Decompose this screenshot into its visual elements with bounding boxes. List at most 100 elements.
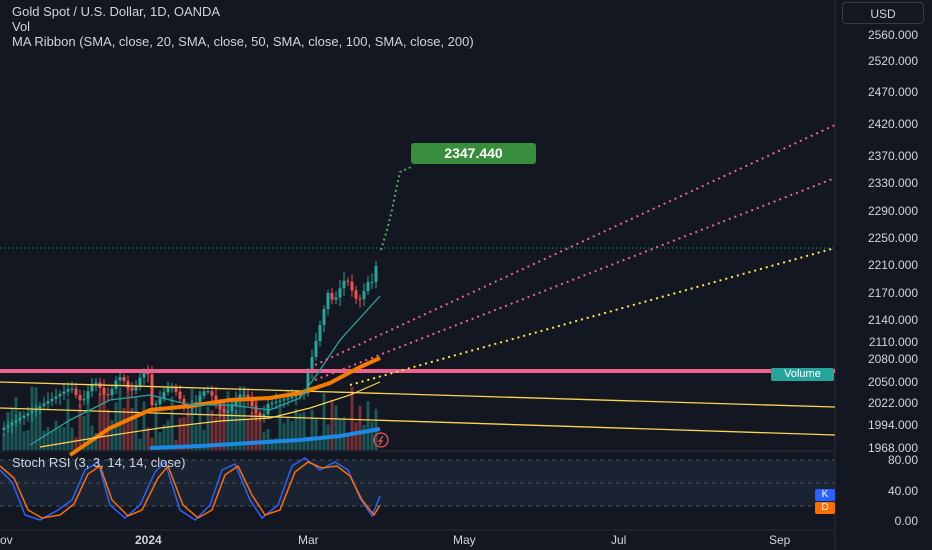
candle-body <box>306 373 310 394</box>
event-marker-icon[interactable] <box>373 432 389 448</box>
price-axis-label: 2560.000 <box>867 28 918 42</box>
time-axis-label: ov <box>0 533 13 547</box>
volume-bar <box>270 438 274 450</box>
candle-body <box>2 427 6 430</box>
volume-bar <box>66 398 70 450</box>
price-axis-label: 2210.000 <box>867 258 918 272</box>
volume-bar <box>94 432 98 450</box>
candle-body <box>38 406 42 409</box>
stoch-axis-0: 0.00 <box>894 514 918 528</box>
volume-bar <box>78 404 82 450</box>
volume-bar <box>54 420 58 450</box>
candle-body <box>334 297 338 300</box>
legend-volume[interactable]: Vol <box>12 19 31 34</box>
time-axis-label: May <box>453 533 476 547</box>
volume-bar <box>210 410 214 450</box>
candle-body <box>190 407 194 409</box>
candle-body <box>90 383 94 392</box>
volume-bar <box>102 392 106 450</box>
candle-body <box>350 281 354 291</box>
volume-bar <box>206 406 210 450</box>
time-axis-label: 2024 <box>135 533 162 547</box>
volume-bar <box>354 422 358 450</box>
volume-bar <box>58 426 62 450</box>
candle-body <box>206 391 210 393</box>
price-axis-label: 2170.000 <box>867 286 918 300</box>
volume-bar <box>154 410 158 450</box>
volume-bar <box>274 438 278 450</box>
candle-body <box>122 377 126 381</box>
volume-bar <box>278 403 282 450</box>
candle-body <box>150 374 154 406</box>
candle-body <box>322 309 326 325</box>
candle-body <box>294 395 298 397</box>
candle-body <box>210 391 214 396</box>
candle-body <box>174 387 178 392</box>
volume-bar <box>370 421 374 450</box>
candle-body <box>118 377 122 381</box>
currency-button[interactable]: USD <box>842 2 924 24</box>
candle-body <box>138 377 142 387</box>
volume-bar <box>62 427 66 450</box>
price-axis-label: 2470.000 <box>867 85 918 99</box>
price-axis-label: 2520.000 <box>867 54 918 68</box>
volume-bar <box>322 393 326 450</box>
volume-bar <box>178 417 182 450</box>
candle-body <box>14 420 18 423</box>
candle-body <box>230 405 234 411</box>
candle-body <box>102 387 106 395</box>
candle-body <box>178 391 182 399</box>
volume-bar <box>190 388 194 450</box>
legend-symbol[interactable]: Gold Spot / U.S. Dollar, 1D, OANDA <box>12 4 221 19</box>
volume-bar <box>170 396 174 450</box>
price-axis-label: 2330.000 <box>867 176 918 190</box>
candle-body <box>218 402 222 410</box>
volume-bar <box>150 437 154 450</box>
projection-pink-upper <box>314 124 836 366</box>
candle-body <box>106 394 110 396</box>
candle-body <box>10 422 14 426</box>
projection-green <box>380 166 412 251</box>
volume-bar <box>358 405 362 450</box>
candle-body <box>202 391 206 396</box>
candle-body <box>6 425 10 428</box>
price-axis-label: 2110.000 <box>868 335 918 349</box>
candle-body <box>234 399 238 406</box>
volume-bar <box>182 417 186 450</box>
volume-bar <box>218 403 222 450</box>
volume-bar <box>34 387 38 450</box>
channel-lower-line <box>0 407 836 436</box>
stoch-rsi-legend[interactable]: Stoch RSI (3, 3, 14, 14, close) <box>12 455 186 470</box>
volume-tag: Volume <box>771 368 834 381</box>
candle-body <box>326 293 330 309</box>
candle-body <box>162 392 166 399</box>
candle-body <box>370 282 374 283</box>
volume-bar <box>42 430 46 450</box>
volume-bar <box>122 407 126 450</box>
candle-body <box>62 391 66 394</box>
legend-ma-ribbon[interactable]: MA Ribbon (SMA, close, 20, SMA, close, 5… <box>12 34 474 49</box>
volume-bar <box>318 438 322 450</box>
candle-body <box>70 388 74 390</box>
volume-bar <box>266 428 270 450</box>
candle-body <box>238 394 242 400</box>
volume-bar <box>138 438 142 450</box>
candle-body <box>250 399 254 407</box>
stoch-axis-40: 40.00 <box>887 484 918 498</box>
volume-bar <box>98 392 102 450</box>
volume-bar <box>258 414 262 450</box>
candle-body <box>86 391 90 399</box>
volume-bar <box>286 418 290 450</box>
candle-body <box>134 386 138 391</box>
volume-bar <box>294 408 298 450</box>
candle-body <box>22 415 26 418</box>
candle-body <box>126 380 130 388</box>
volume-bar <box>290 421 294 450</box>
candle-body <box>58 394 62 397</box>
volume-bar <box>350 386 354 450</box>
candle-body <box>314 341 318 357</box>
candle-body <box>54 396 58 399</box>
candle-body <box>130 387 134 391</box>
candle-body <box>362 291 366 299</box>
